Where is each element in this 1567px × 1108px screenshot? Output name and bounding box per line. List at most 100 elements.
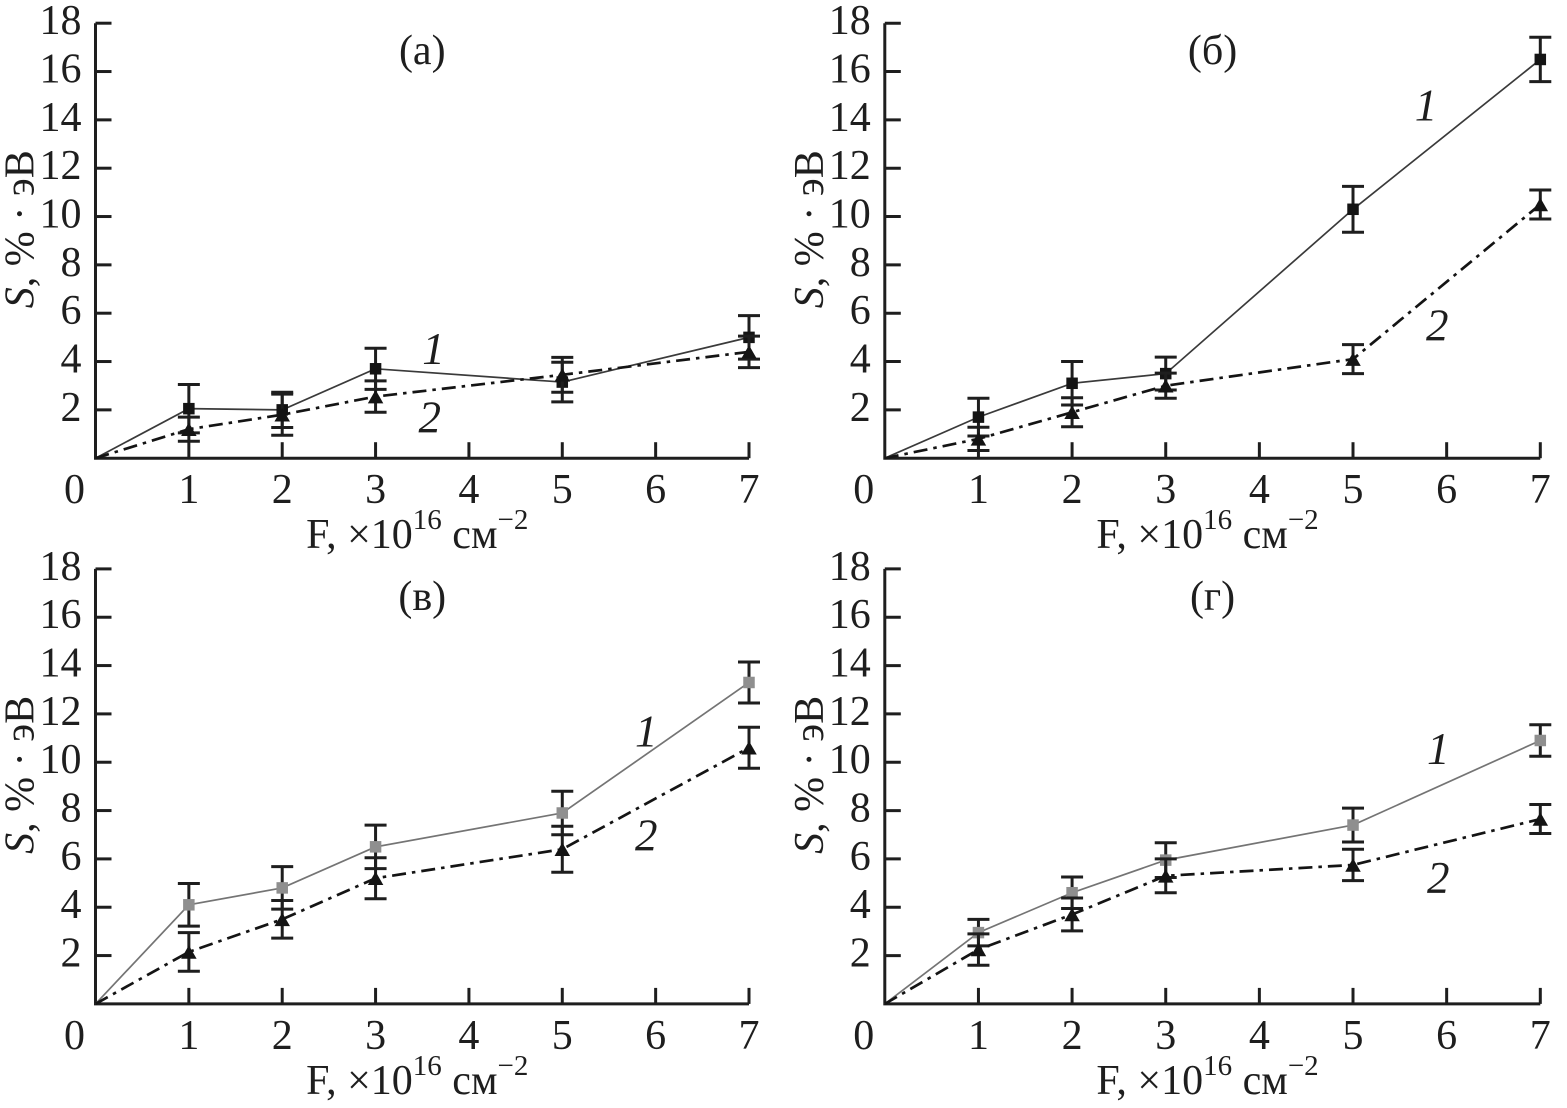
y-tick-label: 2 (61, 931, 82, 977)
triangle-marker (1345, 858, 1361, 872)
triangle-marker (274, 407, 290, 422)
x-tick-label: 7 (1530, 1013, 1551, 1059)
series-line-2 (884, 817, 1541, 1006)
triangle-marker (367, 871, 384, 885)
y-tick-label: 8 (61, 240, 82, 286)
y-tick-label: 10 (829, 192, 871, 238)
y-tick-label: 8 (61, 786, 82, 832)
triangle-marker (741, 345, 757, 359)
x-tick-label: 7 (739, 467, 760, 513)
y-tick-label: 16 (829, 592, 871, 638)
y-axis-label: S, % · эВ (787, 696, 833, 854)
square-marker (1347, 203, 1359, 216)
x-tick-label: 5 (1343, 1013, 1364, 1059)
x-tick-label: 1 (968, 1013, 989, 1059)
triangle-marker (1532, 812, 1549, 826)
y-tick-label: 6 (850, 288, 871, 334)
series-line-1 (884, 58, 1541, 459)
square-marker (743, 676, 755, 689)
x-tick-label: 4 (1249, 467, 1270, 513)
x-axis-label: F, ×1016 см−2 (306, 1050, 528, 1104)
x-tick-label: 7 (1530, 467, 1551, 513)
series-line-1 (884, 739, 1541, 1005)
x-tick-label: 3 (1155, 1013, 1176, 1059)
x-tick-label: 6 (645, 1013, 666, 1059)
y-tick-label: 18 (40, 0, 82, 44)
triangle-marker (741, 740, 757, 755)
x-tick-label: 2 (272, 467, 293, 513)
y-tick-label: 4 (61, 882, 82, 928)
series-line-1 (94, 681, 750, 1005)
y-tick-label: 18 (829, 0, 871, 44)
y-tick-label: 2 (850, 931, 871, 977)
triangle-marker (554, 842, 571, 856)
x-tick-label: 5 (552, 1013, 573, 1059)
series-label-2: 2 (418, 393, 441, 443)
x-tick-label: 2 (1062, 467, 1083, 513)
y-tick-label: 12 (40, 143, 82, 189)
panel-title: (б) (1188, 28, 1237, 74)
y-tick-label: 10 (40, 192, 82, 238)
y-tick-label: 6 (61, 834, 82, 880)
square-marker (369, 841, 382, 853)
y-tick-label: 10 (40, 737, 82, 783)
panel-title: (a) (399, 28, 446, 74)
series-line-2 (95, 350, 750, 460)
x-tick-label: 5 (552, 467, 573, 513)
triangle-marker (1157, 378, 1174, 393)
y-tick-label: 16 (40, 47, 82, 93)
series-label-2: 2 (635, 810, 658, 860)
y-axis-label: S, % · эВ (0, 150, 44, 308)
y-axis-label: S, % · эВ (0, 696, 44, 854)
x-tick-label: 0 (853, 467, 874, 513)
x-tick-label: 3 (365, 467, 386, 513)
square-marker (1066, 377, 1078, 390)
square-marker (1534, 734, 1547, 747)
triangle-marker (274, 912, 290, 927)
x-axis-label: F, ×1016 см−2 (1096, 1050, 1318, 1104)
x-tick-label: 1 (178, 1013, 199, 1059)
y-tick-label: 6 (850, 834, 871, 880)
triangle-marker (554, 368, 571, 382)
y-tick-label: 16 (40, 592, 82, 638)
square-marker (1066, 886, 1078, 899)
y-tick-label: 8 (850, 786, 871, 832)
y-tick-label: 10 (829, 737, 871, 783)
series-2 (95, 334, 760, 460)
y-tick-label: 4 (850, 882, 871, 928)
x-tick-label: 4 (1249, 1013, 1270, 1059)
x-tick-label: 3 (1155, 467, 1176, 513)
y-tick-label: 14 (40, 95, 82, 141)
y-tick-label: 14 (40, 641, 82, 687)
x-tick-label: 4 (458, 467, 479, 513)
square-marker (369, 363, 382, 375)
square-marker (1347, 819, 1359, 831)
x-tick-label: 0 (853, 1013, 874, 1059)
square-marker (556, 807, 569, 819)
y-tick-label: 8 (850, 240, 871, 286)
square-marker (183, 402, 195, 415)
x-tick-label: 2 (272, 1013, 293, 1059)
x-tick-label: 4 (458, 1013, 479, 1059)
x-tick-label: 1 (968, 467, 989, 513)
x-tick-label: 0 (64, 1013, 85, 1059)
panel-title: (в) (398, 574, 446, 620)
series-line-2 (94, 746, 750, 1006)
triangle-marker (1345, 352, 1361, 366)
series-label-2: 2 (1426, 300, 1449, 350)
series-2 (884, 803, 1552, 1006)
square-marker (276, 882, 288, 894)
series-line-2 (884, 203, 1542, 460)
triangle-marker (181, 945, 197, 959)
series-label-1: 1 (1415, 80, 1438, 130)
series-label-1: 1 (1427, 724, 1450, 774)
y-axis-label: S, % · эВ (787, 150, 833, 308)
x-tick-label: 5 (1343, 467, 1364, 513)
series-2 (94, 725, 760, 1006)
